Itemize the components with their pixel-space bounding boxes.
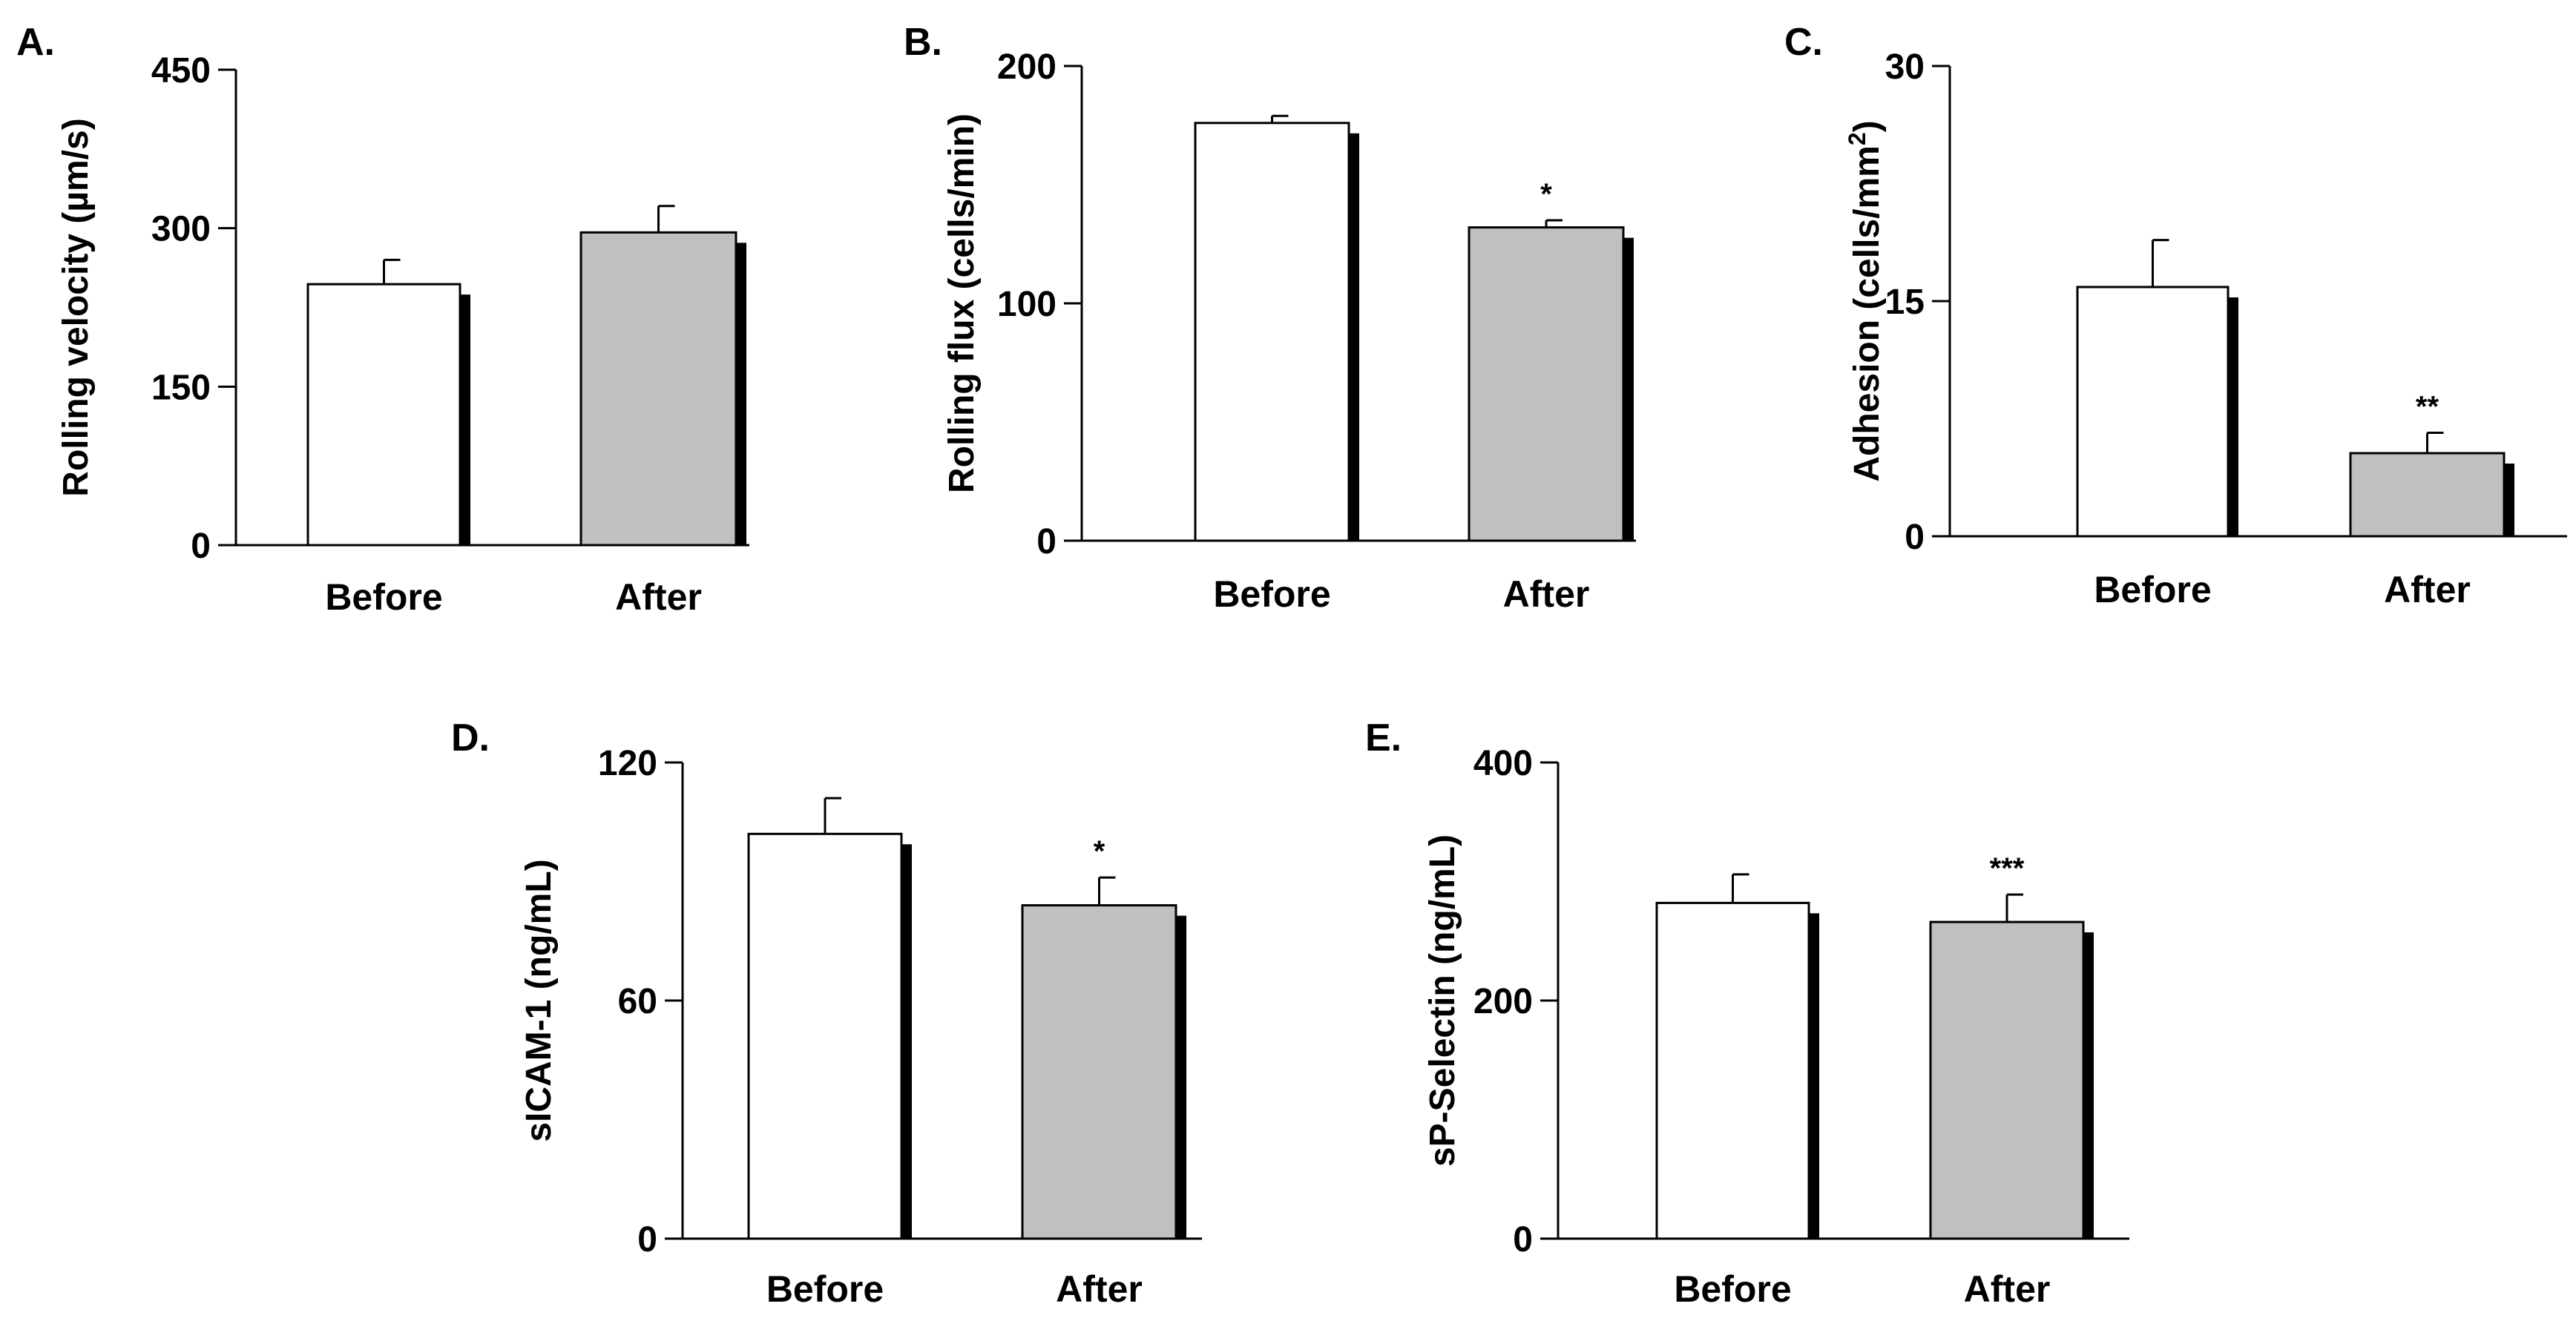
y-tick-label: 30 (1885, 47, 1925, 87)
x-category-label-before: Before (1674, 1268, 1791, 1310)
x-category-label-after: After (615, 576, 702, 618)
bar-after (2349, 452, 2506, 538)
y-tick-label: 200 (997, 47, 1057, 87)
chart-panel-5: E. 0 200 400 sP-Selectin (ng/mL) Before After *… (1365, 716, 2129, 1310)
bar-before (1655, 901, 1810, 1240)
y-axis-title: sICAM-1 (ng/mL) (519, 859, 559, 1141)
significance-label: * (1094, 835, 1105, 868)
y-tick-label: 60 (618, 982, 657, 1021)
bar-before (747, 832, 903, 1240)
y-tick-label: 200 (1473, 982, 1533, 1021)
y-axis-title: Rolling flux (cells/min) (942, 113, 982, 493)
y-tick-label: 15 (1885, 283, 1925, 322)
bar-after (1021, 904, 1177, 1240)
y-tick-label: 120 (598, 744, 657, 783)
bar-before (2076, 286, 2230, 538)
x-category-label-before: Before (766, 1268, 884, 1310)
y-tick-label: 0 (1513, 1220, 1533, 1259)
y-tick-label: 0 (1905, 518, 1925, 557)
panel-letter: C. (1784, 21, 1823, 64)
y-axis-title: Adhesion (cells/mm2) (1844, 120, 1887, 481)
x-category-label-after: After (2384, 569, 2471, 610)
y-tick-label: 100 (997, 285, 1057, 324)
chart-panel-2: B. 0 100 200 Rolling flux (cells/min) Before A… (904, 21, 1636, 615)
bar-before (306, 283, 461, 547)
bar-after (1468, 226, 1625, 542)
chart-panel-4: D. 0 60 120 sICAM-1 (ng/mL) Before After * (451, 716, 1202, 1310)
panel-letter: A. (16, 21, 55, 64)
x-category-label-before: Before (1213, 573, 1330, 615)
chart-panel-1: A. 0 150 300 450 Rolling velocity (µm/s) Befor… (16, 21, 749, 618)
x-category-label-before: Before (325, 576, 442, 618)
significance-label: ** (2416, 391, 2439, 424)
panel-letter: B. (904, 21, 942, 64)
y-axis-title: Rolling velocity (µm/s) (56, 118, 96, 496)
y-tick-label: 300 (151, 210, 211, 249)
y-tick-label: 400 (1473, 744, 1533, 783)
panel-letter: E. (1365, 716, 1402, 760)
significance-label: *** (1990, 852, 2025, 885)
bar-after (579, 231, 737, 547)
y-tick-label: 0 (191, 527, 211, 566)
y-tick-label: 150 (151, 368, 211, 407)
x-category-label-after: After (1964, 1268, 2051, 1310)
y-tick-label: 0 (1036, 522, 1057, 561)
chart-panel-3: C. 0 15 30 Adhesion (cells/mm2) Before After ** (1784, 21, 2567, 610)
x-category-label-after: After (1056, 1268, 1143, 1310)
x-category-label-before: Before (2094, 569, 2211, 610)
bar-before (1194, 122, 1350, 542)
bar-after (1929, 920, 2085, 1240)
x-category-label-after: After (1503, 573, 1590, 615)
significance-label: * (1540, 178, 1552, 211)
y-tick-label: 450 (151, 51, 211, 90)
y-axis-title: sP-Selectin (ng/mL) (1423, 834, 1462, 1167)
y-tick-label: 0 (637, 1220, 657, 1259)
panel-letter: D. (451, 716, 490, 760)
